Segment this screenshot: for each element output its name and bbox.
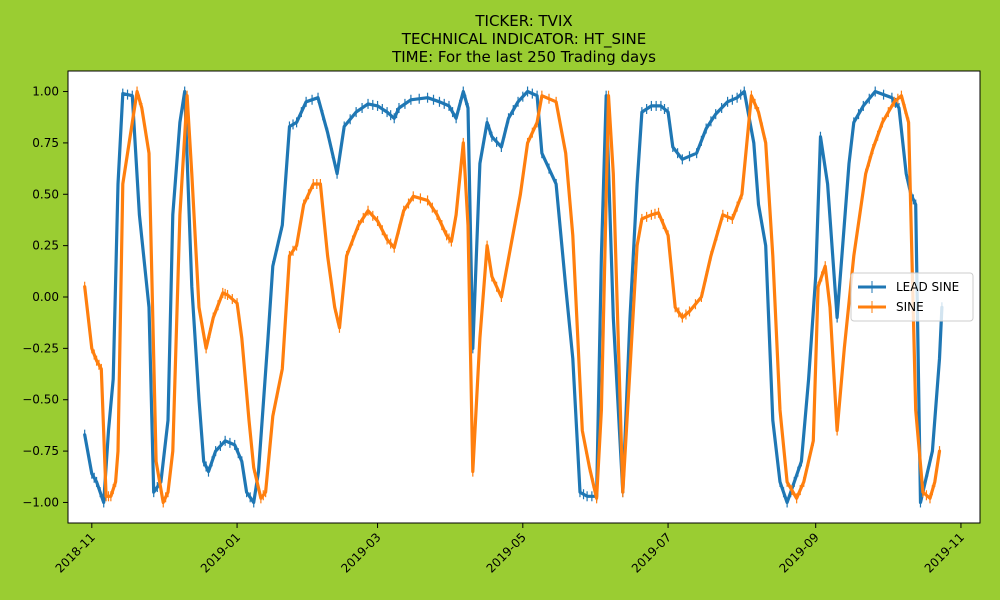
series-sine [83,86,942,508]
y-tick-label: 0.50 [32,187,59,201]
chart-title-line-3: TIME: For the last 250 Trading days [391,48,656,66]
y-tick-label: 0.75 [32,136,59,150]
legend-label-sine: SINE [896,300,924,314]
y-tick-label: −0.50 [22,393,59,407]
y-tick-label: −0.25 [22,341,59,355]
plot-frame [67,70,981,524]
y-tick-label: 0.00 [32,290,59,304]
legend-label-lead-sine: LEAD SINE [896,280,959,294]
y-tick-label: 1.00 [32,85,59,99]
chart-title-line-2: TECHNICAL INDICATOR: HT_SINE [401,30,646,49]
legend: LEAD SINE SINE [850,272,974,322]
y-tick-label: −0.75 [22,444,59,458]
legend-box [850,272,974,322]
chart-title-line-1: TICKER: TVIX [474,12,572,30]
series-layer [83,86,944,508]
y-tick-label: −1.00 [22,495,59,509]
y-tick-label: 0.25 [32,239,59,253]
